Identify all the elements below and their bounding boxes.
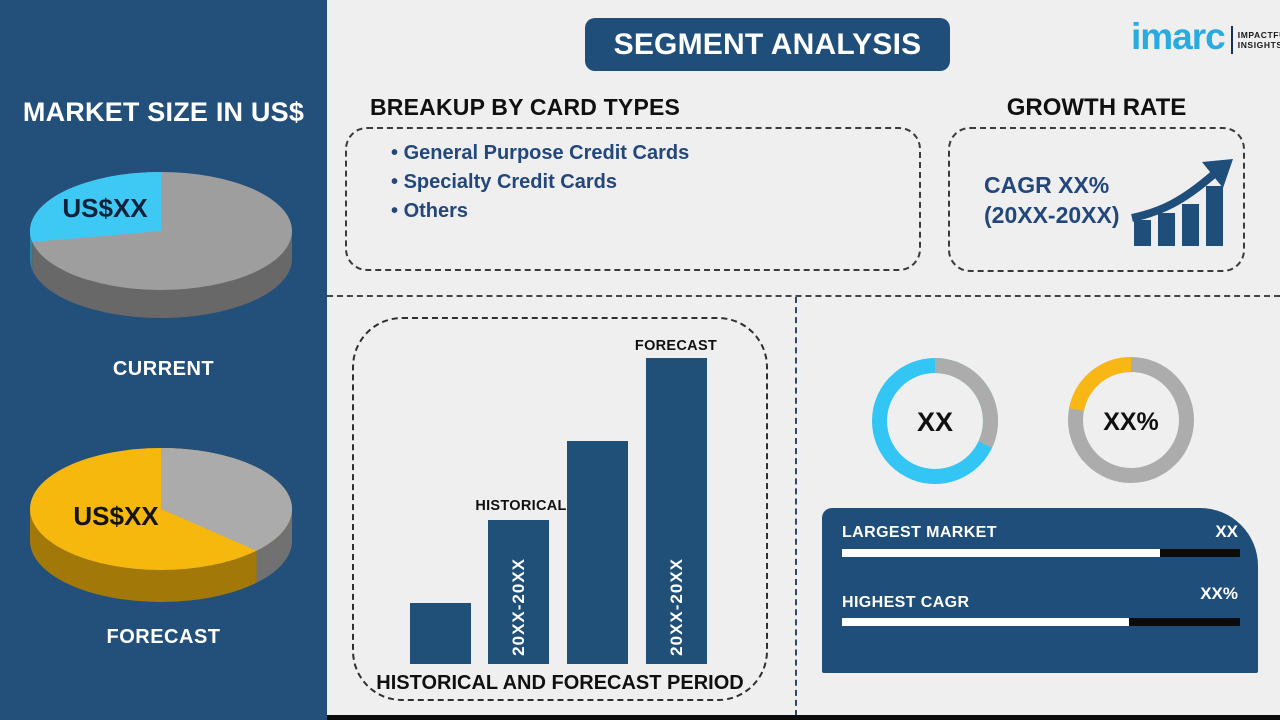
highest-cagr-donut <box>1068 357 1194 483</box>
card-type-item: Others <box>391 197 919 226</box>
forecast-pie-chart <box>30 448 292 602</box>
period-bar-1 <box>410 603 471 664</box>
card-type-item: General Purpose Credit Cards <box>391 139 919 168</box>
metrics-panel: LARGEST MARKET XX HIGHEST CAGR XX% <box>822 508 1258 673</box>
highest-cagr-progress <box>842 618 1240 626</box>
cagr-text: CAGR XX% (20XX-20XX) <box>950 170 1120 230</box>
imarc-logo: imarc IMPACTFUL INSIGHTS <box>1131 14 1280 60</box>
forecast-caption: FORECAST <box>106 626 221 648</box>
card-type-item: Specialty Credit Cards <box>391 168 919 197</box>
logo-divider <box>1230 26 1233 54</box>
forecast-annotation: FORECAST <box>634 338 718 354</box>
progress-fill <box>842 549 1161 557</box>
sidebar-title: MARKET SIZE IN US$ <box>22 97 305 127</box>
period-bar-3 <box>567 441 628 664</box>
cagr-line2: (20XX-20XX) <box>984 201 1120 228</box>
logo-tagline-line1: IMPACTFUL <box>1237 30 1280 40</box>
vertical-divider <box>795 297 797 716</box>
highest-cagr-donut-value: XX% <box>1103 408 1159 436</box>
largest-market-label: LARGEST MARKET <box>842 524 997 541</box>
growth-rate-heading: GROWTH RATE <box>1006 94 1187 121</box>
period-bar-4: 20XX-20XX <box>646 358 707 664</box>
logo-tagline: IMPACTFUL INSIGHTS <box>1238 30 1280 50</box>
largest-market-progress <box>842 549 1240 557</box>
period-bar-4-label: 20XX-20XX <box>666 558 686 656</box>
period-bar-chart: 20XX-20XX 20XX-20XX <box>410 358 710 664</box>
historical-annotation: HISTORICAL <box>475 498 567 514</box>
page-title: SEGMENT ANALYSIS <box>585 18 950 71</box>
sidebar: MARKET SIZE IN US$ US$XX CURRENT US$XX F… <box>0 0 327 720</box>
growth-rate-panel: CAGR XX% (20XX-20XX) <box>948 127 1245 272</box>
cagr-line1: CAGR XX% <box>984 171 1110 198</box>
bottom-border <box>327 715 1280 720</box>
growth-chart-icon <box>1130 158 1233 246</box>
highest-cagr-label: HIGHEST CAGR <box>842 594 970 611</box>
current-pie-chart <box>29 172 292 318</box>
largest-market-donut-value: XX <box>916 407 954 437</box>
breakup-heading: BREAKUP BY CARD TYPES <box>370 94 681 120</box>
largest-market-value: XX <box>1215 522 1238 541</box>
card-types-list: General Purpose Credit Cards Specialty C… <box>347 129 919 226</box>
logo-tagline-line2: INSIGHTS <box>1237 40 1280 50</box>
highest-cagr-value: XX% <box>1200 584 1238 603</box>
progress-fill <box>842 618 1129 626</box>
current-caption: CURRENT <box>112 358 215 380</box>
largest-market-donut <box>872 358 998 484</box>
logo-wordmark: imarc <box>1131 16 1226 57</box>
period-bar-2: 20XX-20XX <box>488 520 549 664</box>
period-chart-caption: HISTORICAL AND FORECAST PERIOD <box>376 672 744 694</box>
card-types-panel: General Purpose Credit Cards Specialty C… <box>345 127 921 271</box>
period-bar-2-label: 20XX-20XX <box>508 558 528 656</box>
forecast-pie-value: US$XX <box>73 501 159 531</box>
current-pie-value: US$XX <box>62 193 148 223</box>
period-chart-panel <box>352 317 768 701</box>
horizontal-divider <box>327 295 1280 297</box>
